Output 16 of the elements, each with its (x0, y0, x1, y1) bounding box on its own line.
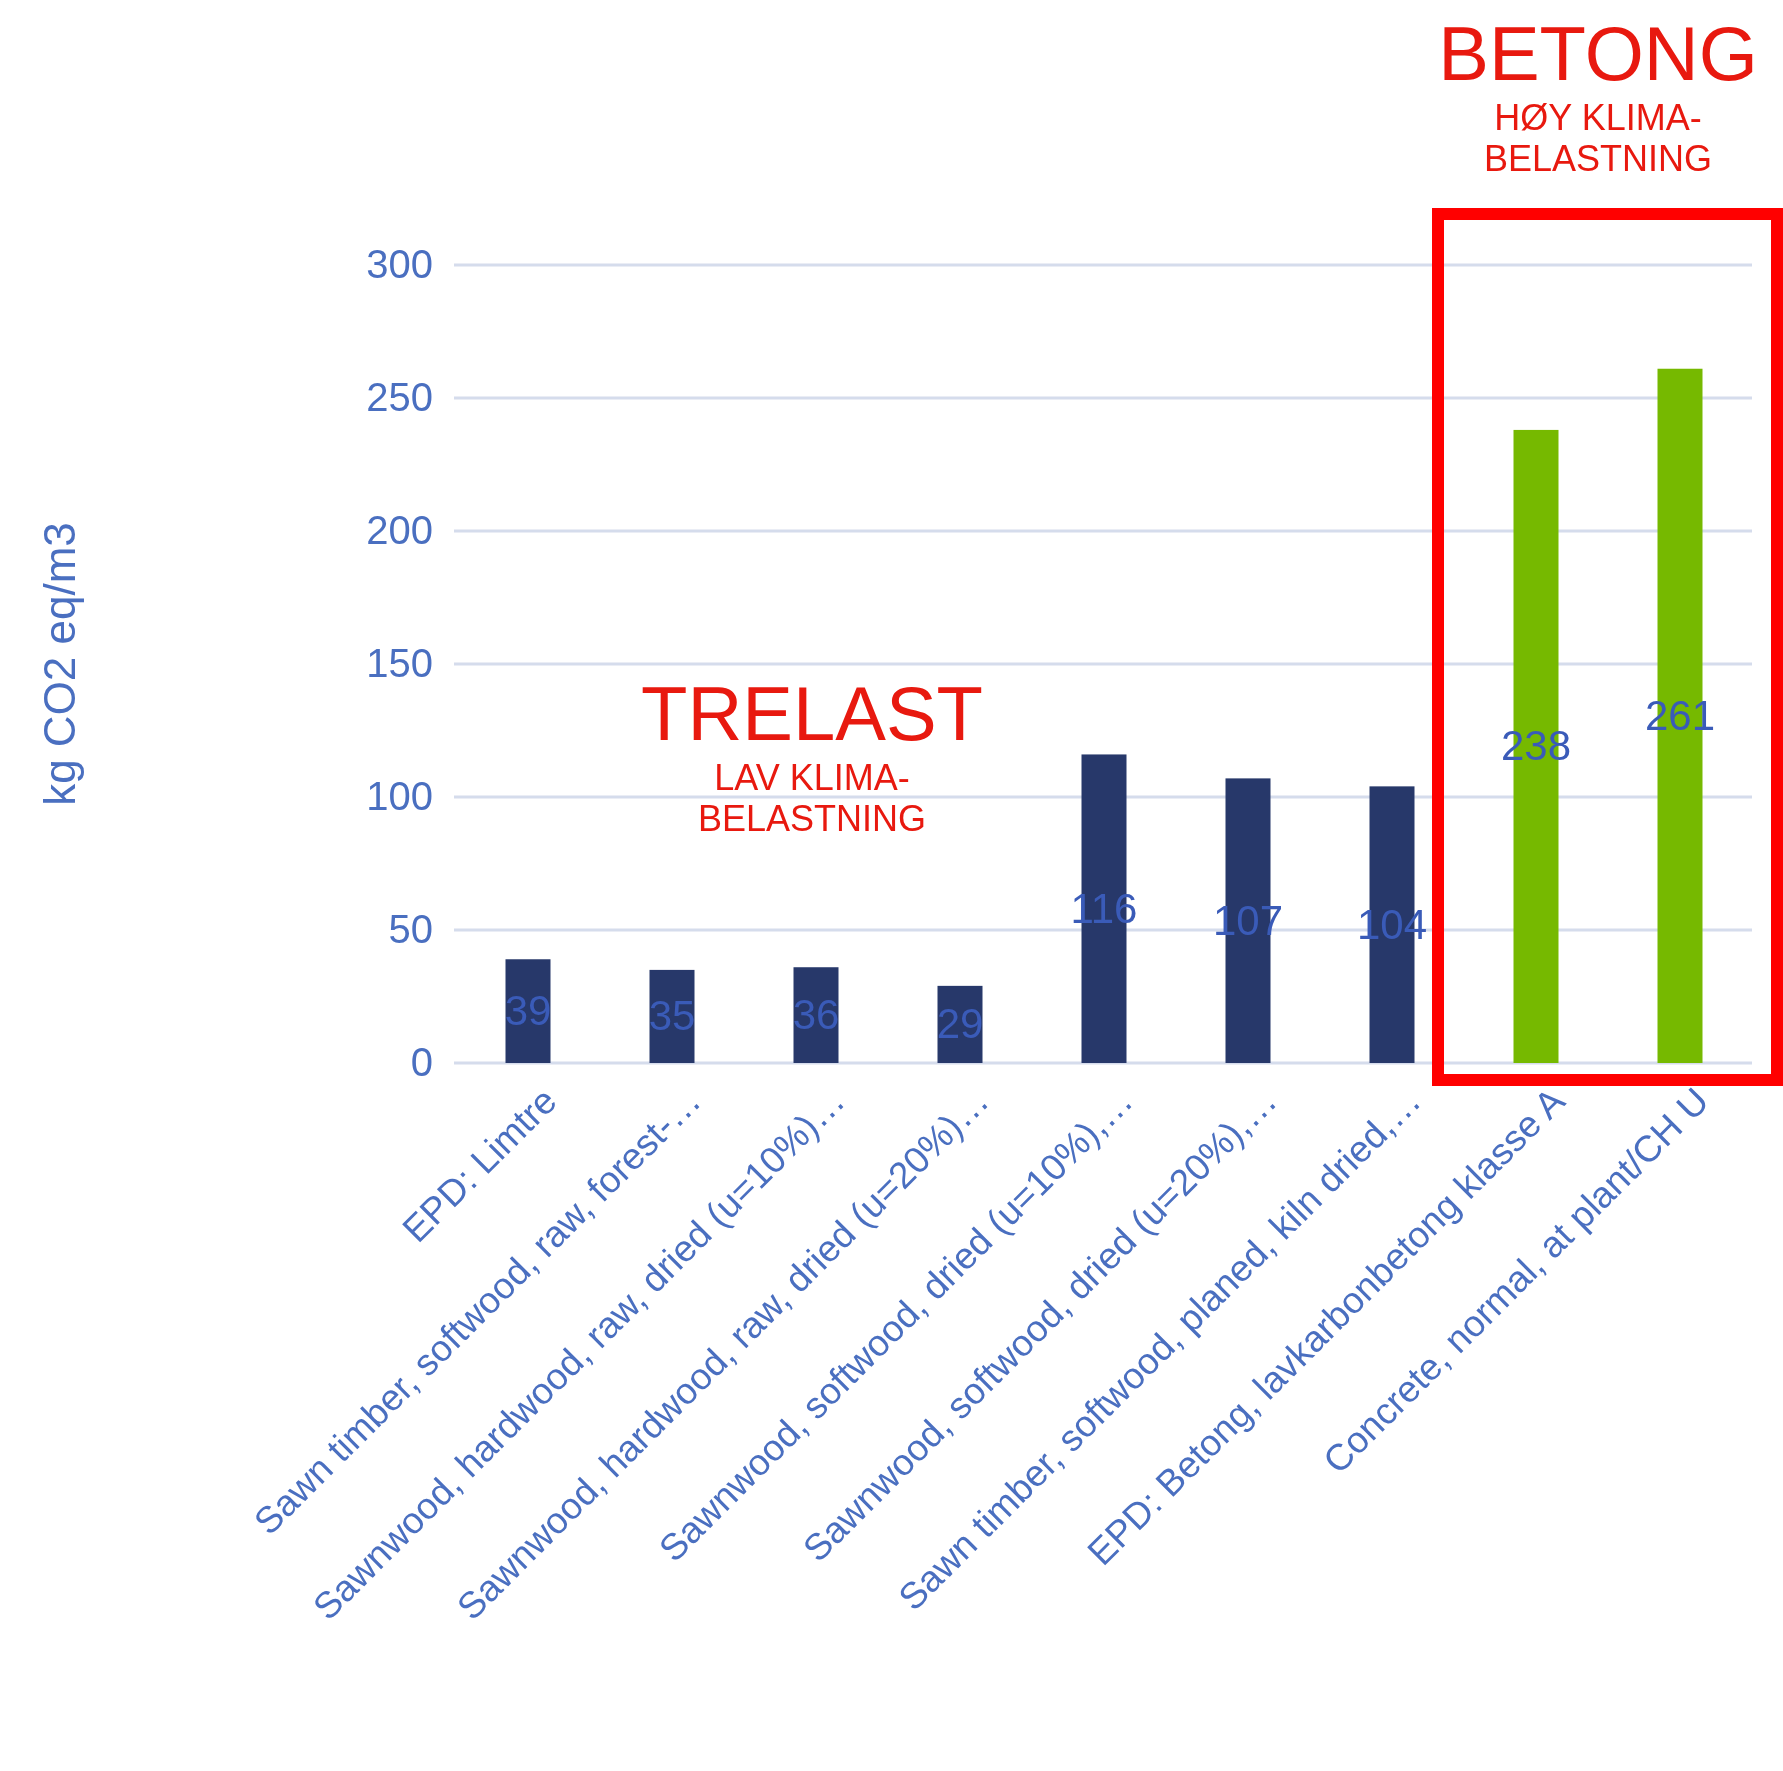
y-tick-label: 200 (366, 508, 433, 553)
y-tick-label: 150 (366, 641, 433, 686)
data-label: 29 (936, 1000, 984, 1048)
text: HØY KLIMA- BELASTNING (1483, 97, 1713, 180)
y-tick-label: 300 (366, 242, 433, 287)
data-label: 39 (504, 987, 552, 1035)
y-tick-label: 100 (366, 774, 433, 819)
y-tick-label: 50 (388, 907, 433, 952)
data-label: 35 (648, 992, 696, 1040)
text: BETONG (1438, 11, 1758, 96)
annotation: LAV KLIMA- BELASTNING (697, 757, 927, 840)
y-tick-label: 0 (410, 1040, 433, 1085)
y-tick-label: 250 (366, 375, 433, 420)
data-label: 36 (792, 991, 840, 1039)
annotation: TRELAST (640, 671, 984, 756)
y-axis-title: kg CO2 eq/m3 (35, 522, 84, 806)
